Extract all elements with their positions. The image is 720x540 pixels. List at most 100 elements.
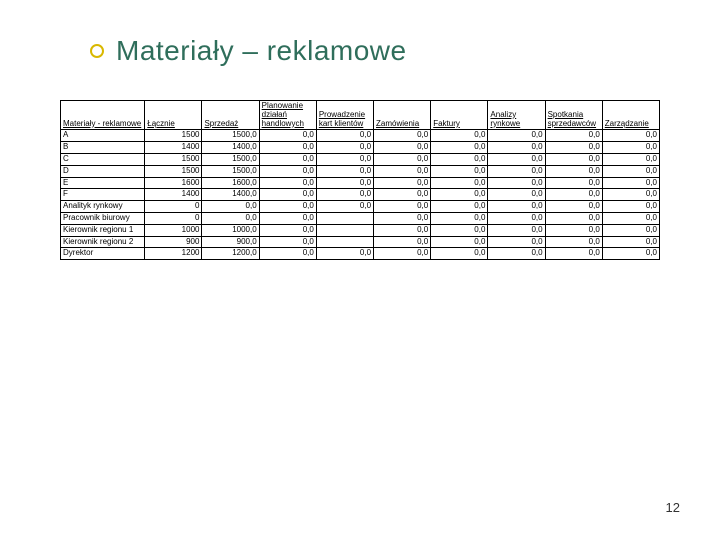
- cell-value: 0,0: [316, 201, 373, 213]
- cell-value: 0,0: [431, 165, 488, 177]
- cell-value: 0,0: [602, 212, 659, 224]
- cell-value: 0,0: [602, 248, 659, 260]
- cell-value: 0,0: [488, 236, 545, 248]
- cell-value: 0,0: [488, 153, 545, 165]
- cell-value: 0,0: [545, 189, 602, 201]
- cell-value: 1500: [145, 153, 202, 165]
- page-number: 12: [666, 500, 680, 515]
- cell-value: 0,0: [316, 177, 373, 189]
- cell-value: 0,0: [259, 165, 316, 177]
- cell-value: 0,0: [374, 236, 431, 248]
- row-label: Kierownik regionu 2: [61, 236, 145, 248]
- cell-value: 1500: [145, 165, 202, 177]
- cell-value: 0,0: [545, 224, 602, 236]
- cell-value: 0,0: [259, 177, 316, 189]
- cell-value: 1400,0: [202, 189, 259, 201]
- slide-title: Materiały – reklamowe: [116, 35, 407, 67]
- cell-value: 0,0: [374, 224, 431, 236]
- cell-value: 0,0: [602, 236, 659, 248]
- table-row: Analityk rynkowy00,00,00,00,00,00,00,00,…: [61, 201, 660, 213]
- cell-value: 0,0: [374, 248, 431, 260]
- cell-value: 0,0: [488, 201, 545, 213]
- cell-value: 0,0: [602, 142, 659, 154]
- slide-title-group: Materiały – reklamowe: [90, 35, 407, 67]
- cell-value: 0,0: [374, 212, 431, 224]
- cell-value: 1200,0: [202, 248, 259, 260]
- table-row: D15001500,00,00,00,00,00,00,00,0: [61, 165, 660, 177]
- cell-value: 0,0: [259, 248, 316, 260]
- cell-value: 0,0: [316, 153, 373, 165]
- cell-value: 0,0: [488, 165, 545, 177]
- cell-value: 0,0: [545, 177, 602, 189]
- cell-value: 0,0: [259, 236, 316, 248]
- column-header: Zarządzanie: [602, 101, 659, 130]
- cell-value: 0,0: [374, 142, 431, 154]
- cell-value: 0,0: [431, 236, 488, 248]
- cell-value: 0,0: [602, 224, 659, 236]
- column-header: Materiały - reklamowe: [61, 101, 145, 130]
- cell-value: 1000: [145, 224, 202, 236]
- cell-value: 1500,0: [202, 153, 259, 165]
- cell-value: 1200: [145, 248, 202, 260]
- cell-value: 1400: [145, 189, 202, 201]
- column-header: Planowanie działań handlowych: [259, 101, 316, 130]
- cell-value: 0,0: [259, 201, 316, 213]
- column-header: Faktury: [431, 101, 488, 130]
- cell-value: 0,0: [545, 130, 602, 142]
- cell-value: 1600: [145, 177, 202, 189]
- column-header: Spotkania sprzedawców: [545, 101, 602, 130]
- materials-table: Materiały - reklamoweŁącznieSprzedażPlan…: [60, 100, 660, 260]
- cell-value: 0,0: [316, 189, 373, 201]
- cell-value: 0,0: [602, 201, 659, 213]
- cell-value: 0,0: [488, 212, 545, 224]
- cell-value: 1600,0: [202, 177, 259, 189]
- cell-value: 0,0: [431, 212, 488, 224]
- row-label: E: [61, 177, 145, 189]
- cell-value: 0,0: [545, 212, 602, 224]
- table-row: F14001400,00,00,00,00,00,00,00,0: [61, 189, 660, 201]
- data-table-container: Materiały - reklamoweŁącznieSprzedażPlan…: [60, 100, 660, 260]
- cell-value: 0,0: [545, 153, 602, 165]
- cell-value: 0,0: [488, 248, 545, 260]
- cell-value: 1500,0: [202, 130, 259, 142]
- cell-value: 0,0: [202, 201, 259, 213]
- cell-value: 0,0: [374, 201, 431, 213]
- cell-value: 0,0: [259, 189, 316, 201]
- cell-value: 0,0: [602, 153, 659, 165]
- cell-value: 0,0: [431, 201, 488, 213]
- row-label: Kierownik regionu 1: [61, 224, 145, 236]
- table-row: Dyrektor12001200,00,00,00,00,00,00,00,0: [61, 248, 660, 260]
- row-label: C: [61, 153, 145, 165]
- cell-value: 0,0: [316, 248, 373, 260]
- cell-value: 0,0: [259, 142, 316, 154]
- cell-value: 0,0: [488, 189, 545, 201]
- cell-value: 0,0: [602, 165, 659, 177]
- row-label: Analityk rynkowy: [61, 201, 145, 213]
- cell-value: 0,0: [374, 177, 431, 189]
- cell-value: 0: [145, 212, 202, 224]
- cell-value: 0,0: [545, 248, 602, 260]
- cell-value: 0,0: [259, 130, 316, 142]
- cell-value: [316, 212, 373, 224]
- column-header: Analizy rynkowe: [488, 101, 545, 130]
- cell-value: 0,0: [316, 130, 373, 142]
- cell-value: 0,0: [488, 177, 545, 189]
- cell-value: 0,0: [602, 189, 659, 201]
- table-row: Kierownik regionu 110001000,00,00,00,00,…: [61, 224, 660, 236]
- column-header: Sprzedaż: [202, 101, 259, 130]
- cell-value: 0,0: [431, 189, 488, 201]
- row-label: Dyrektor: [61, 248, 145, 260]
- cell-value: 0,0: [316, 165, 373, 177]
- row-label: B: [61, 142, 145, 154]
- row-label: D: [61, 165, 145, 177]
- table-row: B14001400,00,00,00,00,00,00,00,0: [61, 142, 660, 154]
- cell-value: 0,0: [545, 201, 602, 213]
- cell-value: 0,0: [431, 153, 488, 165]
- cell-value: 0,0: [202, 212, 259, 224]
- cell-value: 0,0: [431, 142, 488, 154]
- cell-value: 0,0: [602, 177, 659, 189]
- cell-value: 1500,0: [202, 165, 259, 177]
- cell-value: 1000,0: [202, 224, 259, 236]
- cell-value: 0,0: [259, 153, 316, 165]
- cell-value: 0,0: [374, 189, 431, 201]
